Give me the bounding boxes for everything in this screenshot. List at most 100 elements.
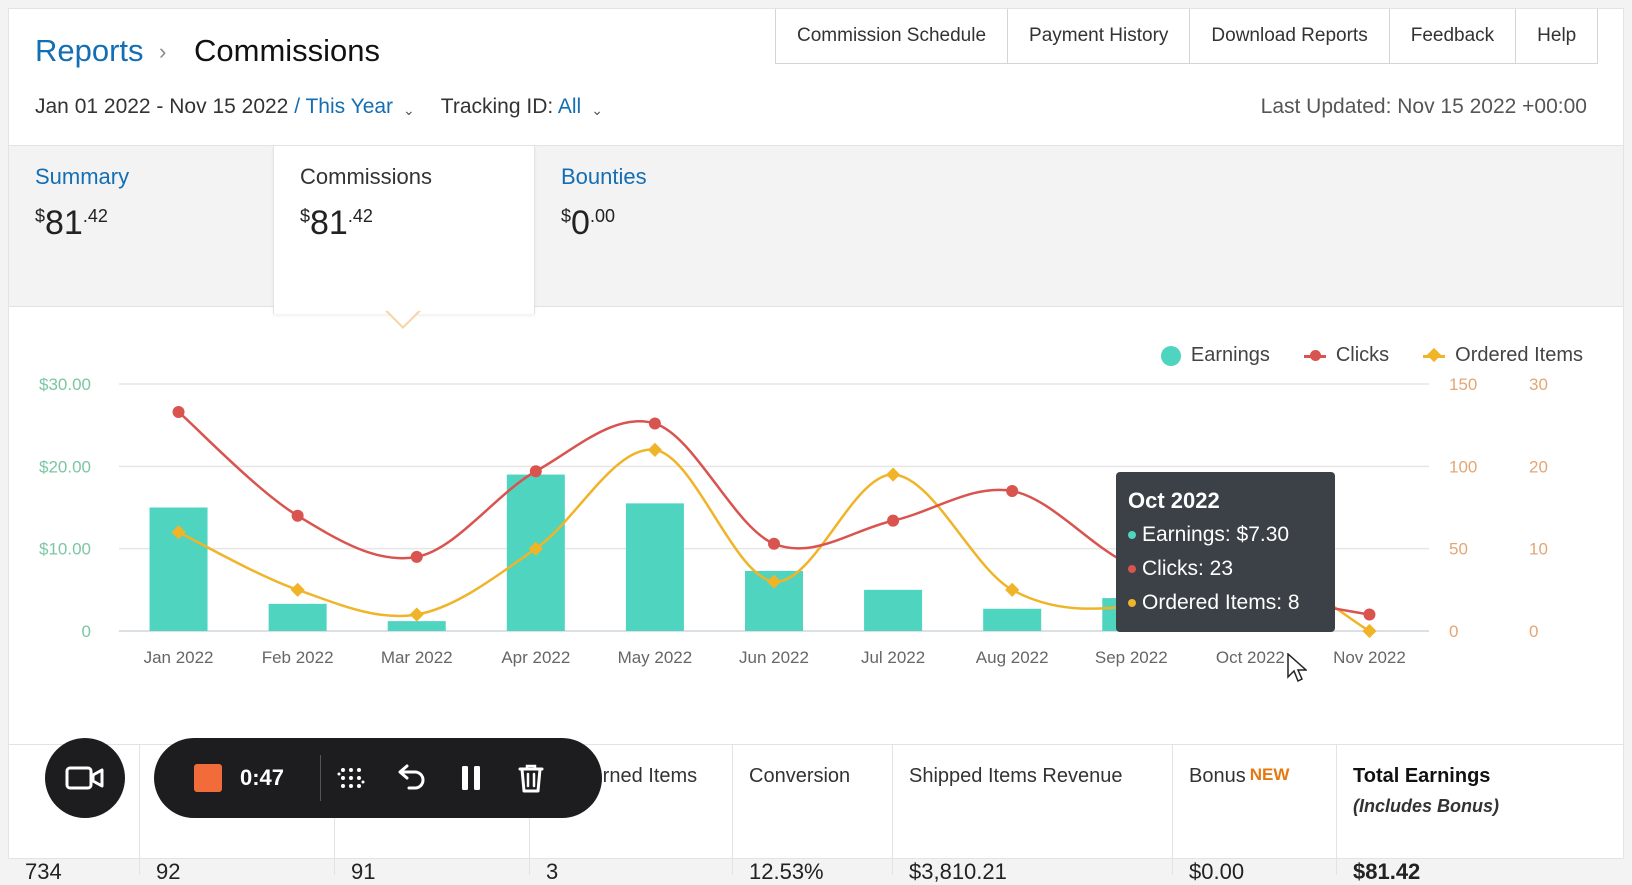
x-axis-tick-label: Oct 2022 [1216, 648, 1285, 667]
grid-icon[interactable] [321, 738, 381, 818]
recording-toolbar: 0:47 [154, 738, 602, 818]
tooltip-ordered: Ordered Items: 8 [1142, 591, 1300, 614]
right-axis-clicks-tick-label: 50 [1449, 540, 1468, 559]
right-axis-ordered-tick-label: 0 [1529, 622, 1538, 641]
ordered-items-point [290, 582, 305, 597]
stat-value: $3,810.21 [909, 859, 1007, 884]
earnings-bar [625, 503, 684, 631]
x-axis-tick-label: Feb 2022 [262, 648, 334, 667]
chart-legend: Earnings Clicks Ordered Items [1127, 344, 1583, 367]
right-axis-clicks-tick-label: 100 [1449, 457, 1477, 476]
page-title: Commissions [194, 33, 381, 68]
stat-shipped-revenue: Shipped Items Revenue $3,810.21 [892, 745, 1172, 884]
clicks-point [410, 550, 423, 563]
ordered-items-point [766, 574, 782, 589]
legend-ordered-items[interactable]: Ordered Items [1423, 344, 1583, 367]
stat-value: 12.53% [749, 859, 824, 884]
clicks-point [1363, 608, 1376, 621]
ordered-items-point [1005, 582, 1020, 597]
earnings-bar [983, 608, 1042, 631]
legend-earnings[interactable]: Earnings [1160, 344, 1270, 367]
tab-commissions[interactable]: Commissions $81.42 [273, 146, 535, 314]
date-range-dropdown[interactable]: Jan 01 2022 - Nov 15 2022 / This Year ⌄ [35, 95, 415, 119]
earnings-bar [268, 603, 327, 631]
date-sep: / [288, 95, 306, 118]
ordered-items-point [528, 541, 543, 556]
stat-value: 92 [156, 859, 181, 884]
stat-value: 734 [25, 859, 62, 884]
stat-header: Total Earnings [1353, 765, 1491, 787]
tab-summary[interactable]: Summary $81.42 [9, 146, 273, 306]
stat-conversion: Conversion 12.53% [732, 745, 892, 884]
date-range-text: Jan 01 2022 - Nov 15 2022 [35, 95, 289, 118]
clicks-point [887, 514, 900, 527]
left-axis-tick-label: $10.00 [39, 540, 91, 559]
tab-summary-label: Summary [35, 164, 130, 189]
breadcrumb-reports-link[interactable]: Reports [35, 33, 144, 68]
tab-bounties-value: $0.00 [561, 204, 615, 242]
legend-clicks-marker [1303, 346, 1326, 366]
nav-download-reports[interactable]: Download Reports [1189, 9, 1388, 63]
tab-bounties-label: Bounties [561, 164, 647, 189]
x-axis-tick-label: Jan 2022 [144, 648, 214, 667]
stat-value: 3 [546, 859, 559, 884]
clicks-point [172, 405, 185, 418]
nav-commission-schedule[interactable]: Commission Schedule [775, 9, 1007, 63]
x-axis-tick-label: Sep 2022 [1095, 648, 1168, 667]
x-axis-tick-label: May 2022 [618, 648, 693, 667]
tooltip-clicks: Clicks: 23 [1142, 557, 1234, 580]
tab-summary-value: $81.42 [35, 204, 108, 242]
nav-payment-history[interactable]: Payment History [1007, 9, 1189, 63]
x-axis-tick-label: Apr 2022 [501, 648, 570, 667]
ordered-items-point [647, 442, 662, 457]
active-tab-pointer-fill [388, 311, 418, 326]
stop-icon[interactable] [194, 764, 222, 792]
date-preset: This Year [305, 95, 394, 118]
clicks-point [291, 509, 304, 522]
clicks-point [768, 537, 780, 550]
camera-icon [65, 766, 104, 790]
stat-header: Bonus NEW [1189, 765, 1290, 787]
tracking-label: Tracking ID: [440, 95, 558, 118]
tracking-id-dropdown[interactable]: Tracking ID: All ⌄ [441, 95, 603, 119]
legend-earnings-label: Earnings [1190, 344, 1270, 366]
ordered-items-point [1362, 623, 1377, 639]
nav-help[interactable]: Help [1515, 9, 1599, 63]
clicks-point [529, 465, 542, 478]
tracking-value: All [557, 95, 582, 118]
stat-header: Conversion [749, 765, 851, 787]
x-axis-tick-label: Jul 2022 [861, 648, 925, 667]
new-badge: NEW [1249, 765, 1290, 784]
trash-icon[interactable] [501, 738, 561, 818]
tooltip-title: Oct 2022 [1128, 488, 1220, 513]
chevron-down-icon: ⌄ [591, 102, 603, 118]
camera-toggle-button[interactable] [45, 738, 125, 818]
clicks-point [1006, 485, 1019, 498]
breadcrumb-separator: › [159, 39, 167, 64]
summary-tabs: Summary $81.42 Commissions $81.42 Bounti… [9, 145, 1623, 314]
right-axis-ordered-tick-label: 10 [1529, 540, 1548, 559]
right-axis-clicks-tick-label: 150 [1449, 375, 1477, 394]
earnings-bar [864, 589, 923, 631]
legend-clicks[interactable]: Clicks [1303, 344, 1390, 367]
legend-clicks-label: Clicks [1335, 344, 1390, 366]
right-axis-ordered-tick-label: 20 [1529, 457, 1548, 476]
toolbar-divider [320, 755, 321, 801]
pause-icon[interactable] [441, 738, 501, 818]
legend-ordered-marker [1423, 346, 1446, 366]
legend-ordered-label: Ordered Items [1455, 344, 1583, 366]
tab-bounties[interactable]: Bounties $0.00 [535, 146, 797, 306]
x-axis-tick-label: Jun 2022 [739, 648, 809, 667]
ordered-items-point [886, 467, 901, 482]
undo-icon[interactable] [381, 738, 441, 818]
x-axis-tick-label: Aug 2022 [976, 648, 1049, 667]
top-nav: Commission Schedule Payment History Down… [775, 9, 1599, 64]
ordered-items-point [409, 607, 424, 622]
chart-tooltip: Oct 2022 Earnings: $7.30 Clicks: 23 Orde… [1116, 472, 1335, 632]
tooltip-earnings: Earnings: $7.30 [1142, 523, 1290, 546]
recording-timer: 0:47 [240, 765, 285, 790]
stat-value: $81.42 [1353, 859, 1421, 884]
filter-row: Jan 01 2022 - Nov 15 2022 / This Year ⌄ T… [35, 95, 603, 119]
nav-feedback[interactable]: Feedback [1388, 9, 1515, 63]
